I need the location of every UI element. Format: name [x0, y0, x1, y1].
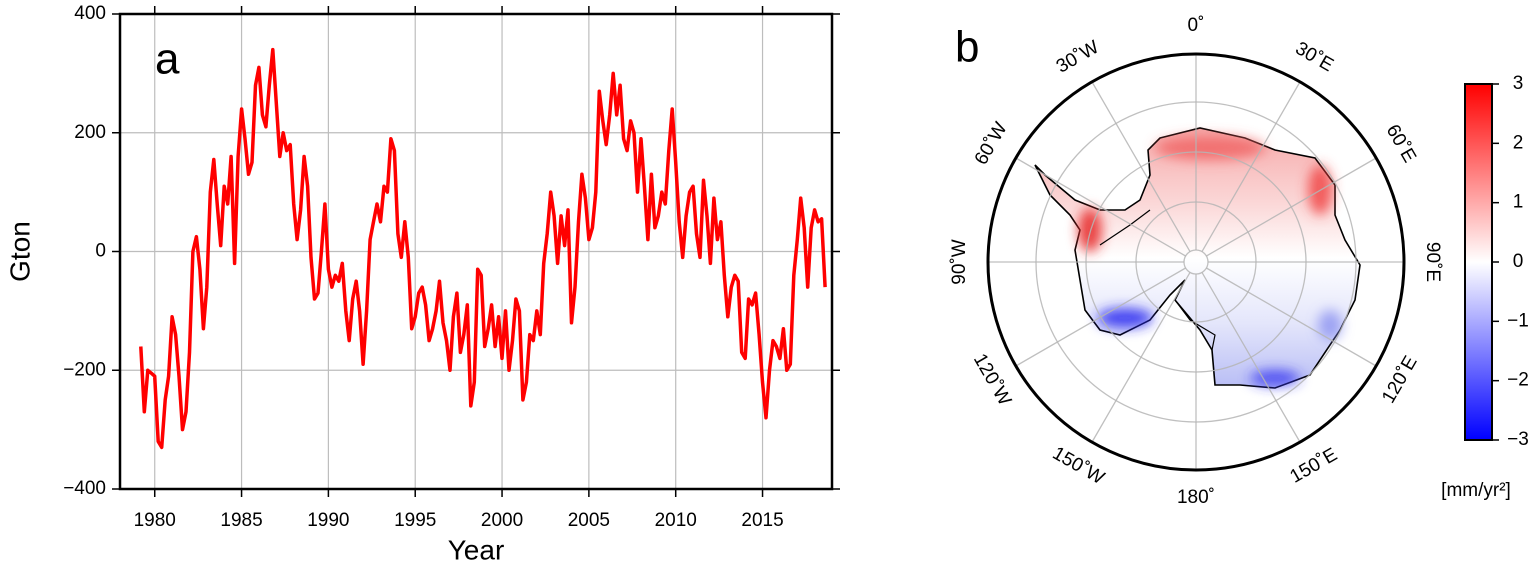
map-frame [986, 52, 1406, 472]
longitude-label: 0˚ [1188, 15, 1205, 36]
longitude-label: 180˚ [1177, 487, 1215, 508]
colorbar-tick-label: 0 [1513, 251, 1524, 272]
longitude-label: 120˚E [1378, 353, 1422, 407]
longitude-label: 90˚E [1422, 242, 1443, 282]
continent [1034, 127, 1361, 389]
meridian [1015, 267, 1186, 367]
x-tick-label: 1995 [394, 510, 436, 531]
longitude-label: 90˚W [949, 239, 970, 284]
x-tick-label: 2010 [655, 510, 697, 531]
longitude-label: 120˚W [969, 350, 1015, 409]
panel-b: 0˚ 30˚E 60˚E 90˚E 120˚E 150˚E 180˚ 150˚W 120˚W 90… [949, 15, 1529, 508]
ice-shelf [1099, 209, 1216, 351]
colorbar-label: [mm/yr²] [1441, 480, 1511, 501]
anomaly-patches [1078, 136, 1342, 386]
meridian [1091, 81, 1191, 252]
x-tick-label: 1990 [307, 510, 349, 531]
colorbar-tick-label: −2 [1507, 370, 1529, 391]
y-tick-label: 400 [74, 3, 106, 24]
x-tick-label: 2005 [568, 510, 610, 531]
y-tick-label: 0 [95, 241, 106, 262]
meridian [1206, 267, 1377, 367]
longitude-label: 150˚E [1287, 444, 1341, 488]
panel-a: 1980 1985 1990 1995 2000 2005 2010 2015−400−200… [4, 3, 840, 565]
colorbar-tick-label: 3 [1513, 73, 1524, 94]
longitude-label: 150˚W [1049, 443, 1108, 489]
y-tick-label: −400 [63, 478, 106, 499]
colorbar-tick-label: −3 [1507, 429, 1529, 450]
x-tick-label: 2015 [741, 510, 783, 531]
colorbar [1464, 83, 1493, 441]
y-tick-label: −200 [63, 359, 106, 380]
meridian [1206, 157, 1377, 257]
colorbar-tick-label: 2 [1513, 132, 1524, 153]
longitude-label: 60˚W [971, 119, 1012, 169]
longitude-label: 30˚W [1053, 37, 1103, 78]
meridian [1201, 81, 1301, 252]
colorbar-tick-label: −1 [1507, 310, 1529, 331]
x-tick-label: 1985 [220, 510, 262, 531]
x-tick-label: 1980 [134, 510, 176, 531]
data-line [139, 47, 827, 450]
meridian [1201, 272, 1301, 443]
longitude-label: 30˚E [1292, 38, 1337, 76]
panel-label: a [155, 35, 180, 84]
meridian [1091, 272, 1191, 443]
y-tick-label: 200 [74, 122, 106, 143]
colorbar-tick-label: 1 [1513, 192, 1524, 213]
x-tick-label: 2000 [481, 510, 523, 531]
plot-frame [118, 12, 834, 491]
longitude-label: 60˚E [1382, 121, 1420, 166]
meridian [1015, 157, 1186, 257]
panel-label: b [955, 23, 979, 72]
y-axis-label: Gton [4, 221, 35, 282]
x-axis-label: Year [448, 534, 505, 565]
